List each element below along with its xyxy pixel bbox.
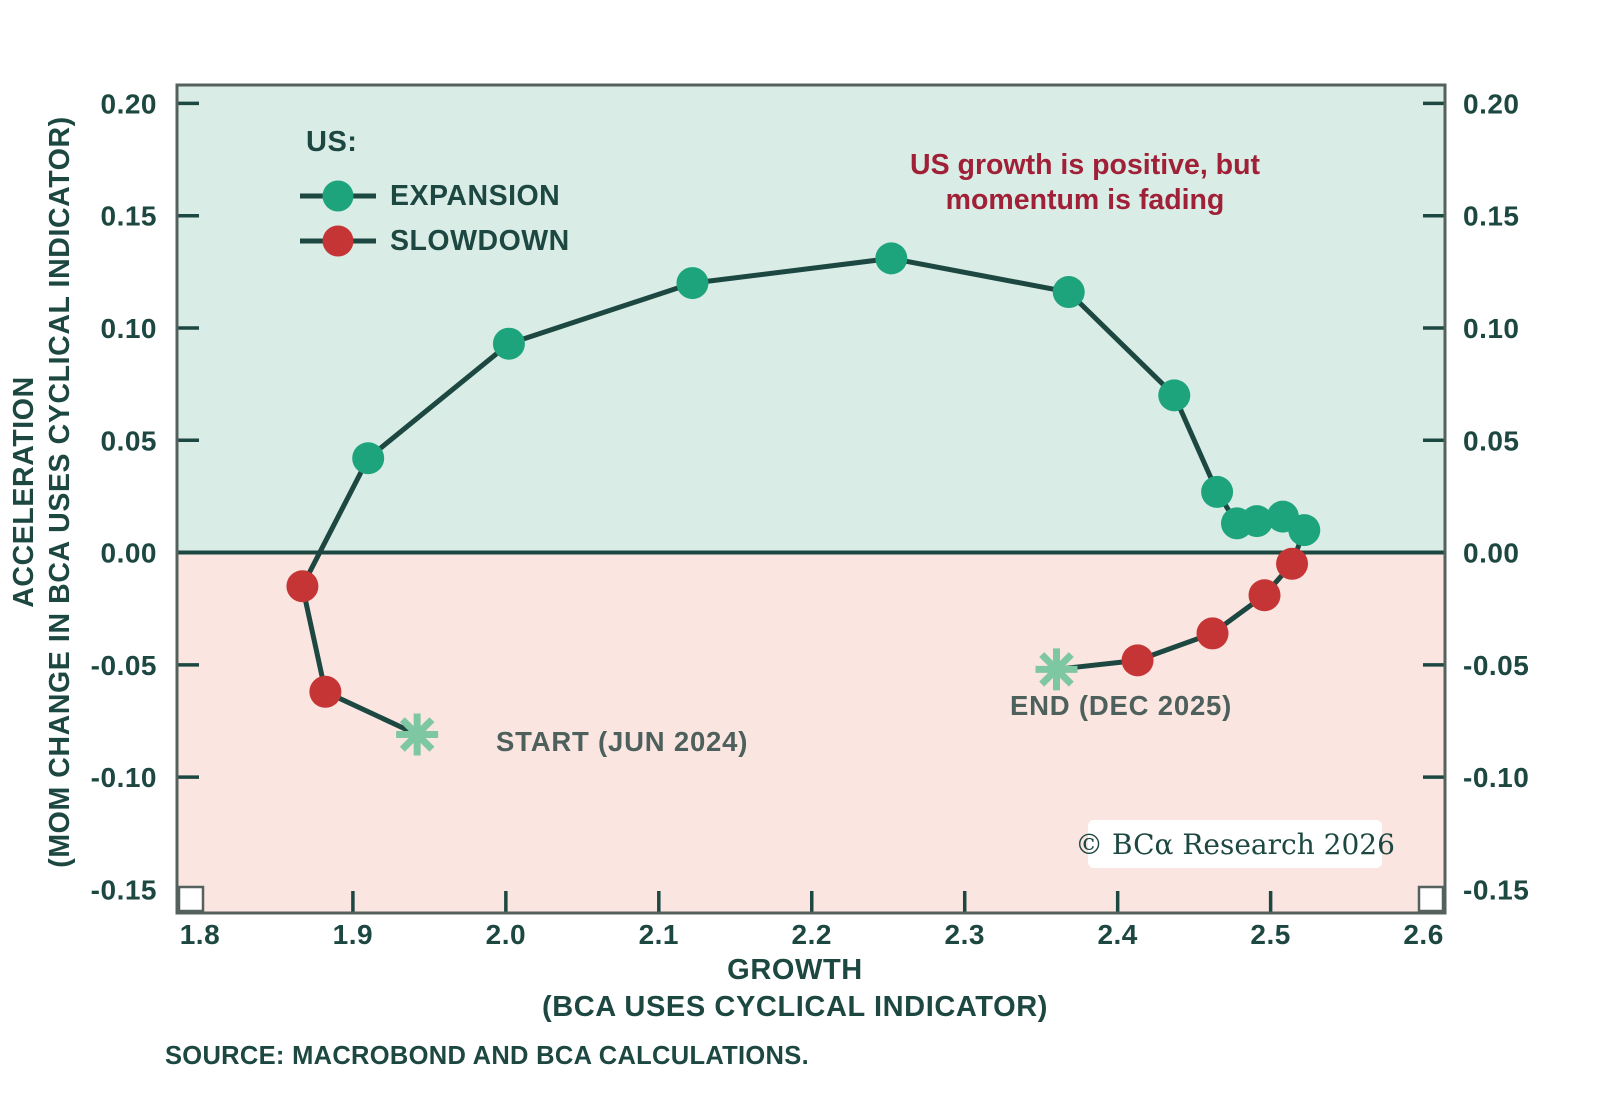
x-tick-label: 2.4: [1097, 919, 1137, 950]
y-axis-title-line2: (MOM CHANGE IN BCA USES CYCLICAL INDICAT…: [44, 116, 76, 868]
x-axis-title: GROWTH (BCA USES CYCLICAL INDICATOR): [160, 952, 1430, 1026]
data-point-slowdown: [1248, 579, 1281, 612]
legend-item-slowdown: SLOWDOWN: [298, 224, 570, 258]
data-point-slowdown: [1196, 617, 1229, 650]
data-point-expansion: [1240, 505, 1273, 538]
y-tick-label-right: 0.10: [1463, 313, 1520, 344]
annotation-line1: US growth is positive, but: [910, 149, 1260, 181]
y-tick-label-left: 0.00: [101, 538, 158, 569]
source-note: SOURCE: MACROBOND AND BCA CALCULATIONS.: [165, 1042, 809, 1070]
y-tick-label-right: 0.00: [1463, 538, 1520, 569]
data-point-expansion: [492, 327, 525, 360]
y-tick-label-left: -0.10: [91, 762, 157, 793]
x-tick-label: 1.8: [180, 919, 220, 950]
data-point-expansion: [875, 242, 908, 275]
legend-label-slowdown: SLOWDOWN: [390, 224, 570, 257]
legend: US: EXPANSION SLOWDOWN: [298, 126, 570, 258]
x-axis-title-line1: GROWTH: [727, 954, 863, 986]
plot-frame: [175, 83, 1447, 915]
x-tick-label: 2.1: [639, 919, 679, 950]
y-tick-label-right: 0.20: [1463, 88, 1520, 119]
y-axis-title: ACCELERATION (MOM CHANGE IN BCA USES CYC…: [6, 116, 78, 868]
y-tick-label-left: 0.15: [101, 201, 158, 232]
y-tick-label-left: -0.05: [91, 650, 157, 681]
data-point-expansion: [1052, 276, 1085, 309]
x-tick-label: 2.3: [945, 919, 985, 950]
corner-notch-right: [1417, 885, 1445, 913]
data-point-slowdown: [309, 675, 342, 708]
x-tick-label: 2.6: [1403, 919, 1443, 950]
data-point-expansion: [1201, 475, 1234, 508]
end-star-marker: [1039, 652, 1074, 687]
x-tick-label: 1.9: [333, 919, 373, 950]
data-point-slowdown: [1121, 644, 1154, 677]
corner-notch-left: [177, 885, 205, 913]
y-axis-title-line1: ACCELERATION: [8, 376, 40, 608]
data-point-slowdown: [1276, 547, 1309, 580]
slowdown-marker-icon: [300, 225, 376, 257]
x-tick-label: 2.2: [792, 919, 832, 950]
data-point-slowdown: [286, 570, 319, 603]
data-point-expansion: [676, 267, 709, 300]
y-tick-label-right: -0.15: [1463, 874, 1529, 905]
legend-heading: US:: [306, 126, 358, 158]
y-tick-label-right: 0.15: [1463, 201, 1520, 232]
annotation-line2: momentum is fading: [945, 184, 1225, 216]
end-point-label: END (DEC 2025): [1010, 690, 1233, 721]
watermark-badge: © BCα Research 2026: [1075, 820, 1395, 868]
x-tick-label: 2.5: [1250, 919, 1290, 950]
region-expansion-bg: [177, 85, 1445, 553]
y-tick-label-left: 0.05: [101, 425, 158, 456]
y-tick-label-left: -0.15: [91, 874, 157, 905]
y-tick-label-right: -0.10: [1463, 762, 1529, 793]
legend-item-expansion: EXPANSION: [298, 179, 570, 213]
x-axis-title-line2: (BCA USES CYCLICAL INDICATOR): [541, 991, 1049, 1023]
data-point-expansion: [1158, 379, 1191, 412]
y-tick-label-right: -0.05: [1463, 650, 1529, 681]
chart-annotation: US growth is positive, but momentum is f…: [885, 148, 1285, 218]
y-tick-label-left: 0.10: [101, 313, 158, 344]
x-tick-label: 2.0: [486, 919, 526, 950]
data-point-expansion: [1288, 514, 1321, 547]
expansion-marker-icon: [300, 180, 376, 212]
data-point-expansion: [352, 442, 385, 475]
y-tick-label-left: 0.20: [101, 88, 158, 119]
start-point-label: START (JUN 2024): [496, 726, 749, 757]
y-tick-label-right: 0.05: [1463, 425, 1520, 456]
legend-label-expansion: EXPANSION: [390, 179, 561, 212]
start-star-marker: [399, 717, 435, 752]
